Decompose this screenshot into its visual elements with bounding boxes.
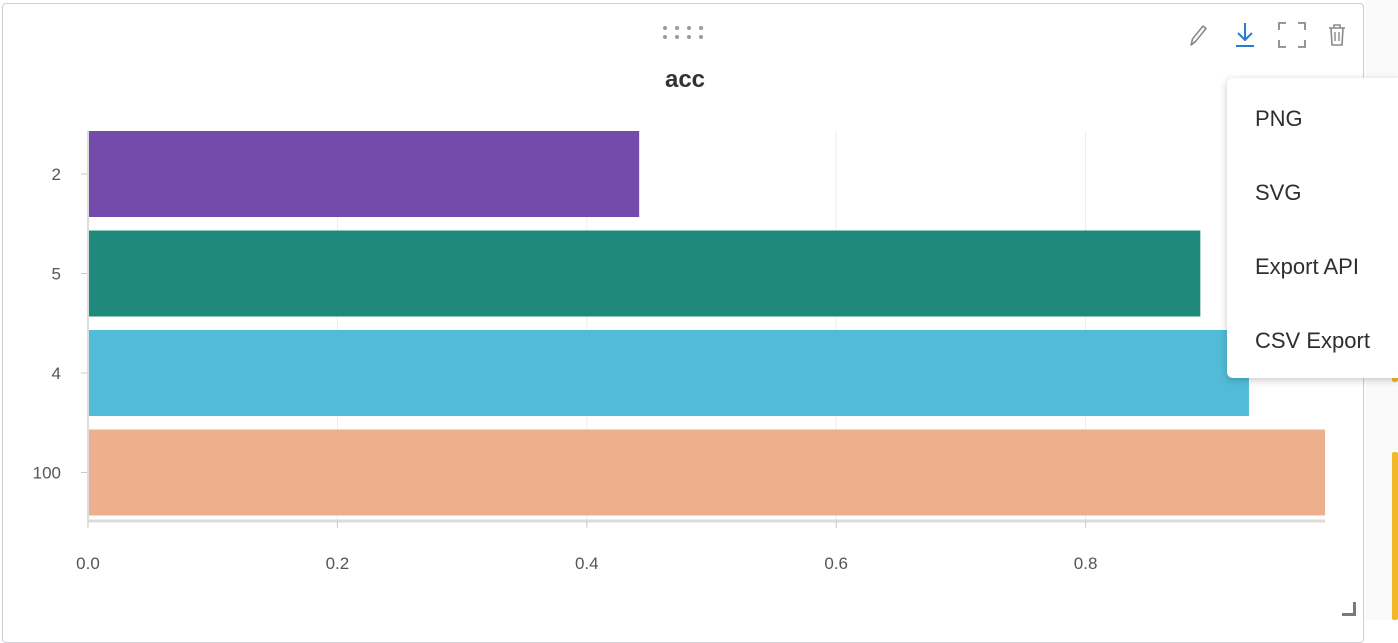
bar-chart: 2 5 4 100 0.0 0.2 0.4 0.6 0.8 [33,131,1326,573]
menu-item-export-api[interactable]: Export API [1255,254,1359,279]
bar-5[interactable] [88,230,1201,317]
scrollbar-thumb-lower[interactable] [1392,452,1398,620]
trash-icon [1329,24,1345,46]
edit-button[interactable] [1182,18,1214,52]
menu-item-csv-export[interactable]: CSV Export [1255,328,1370,353]
fullscreen-icon [1278,22,1306,48]
delete-button[interactable] [1321,18,1353,52]
bar-100[interactable] [88,429,1326,516]
bar-2[interactable] [88,131,640,217]
y-tick-label: 5 [52,265,61,284]
download-button[interactable] [1229,18,1261,52]
pencil-icon [1190,25,1207,46]
bar-4[interactable] [88,330,1249,416]
download-icon [1236,23,1254,47]
x-tick-label: 0.0 [76,554,100,573]
x-tick-label: 0.8 [1074,554,1098,573]
download-menu: PNG SVG Export API CSV Export [1227,78,1398,378]
menu-item-svg[interactable]: SVG [1255,180,1302,205]
chart-panel: acc 2 5 4 100 0.0 0.2 0.4 0.6 0.8 [2,3,1364,643]
x-tick-label: 0.4 [575,554,599,573]
menu-item-png[interactable]: PNG [1255,106,1303,131]
x-tick-label: 0.6 [824,554,848,573]
y-tick-label: 2 [52,165,61,184]
fullscreen-button[interactable] [1276,18,1308,52]
chart-title: acc [664,66,706,93]
resize-handle-icon[interactable] [1342,602,1356,616]
x-tick-label: 0.2 [326,554,350,573]
drag-handle-icon[interactable] [663,26,711,46]
y-tick-label: 100 [33,464,61,483]
y-tick-label: 4 [52,364,61,383]
